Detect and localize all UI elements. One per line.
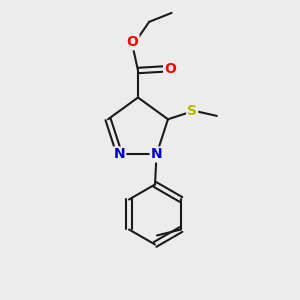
Text: N: N [114,148,125,161]
Text: N: N [151,148,162,161]
Text: O: O [127,35,139,49]
Text: S: S [187,104,197,118]
Text: O: O [164,62,176,76]
